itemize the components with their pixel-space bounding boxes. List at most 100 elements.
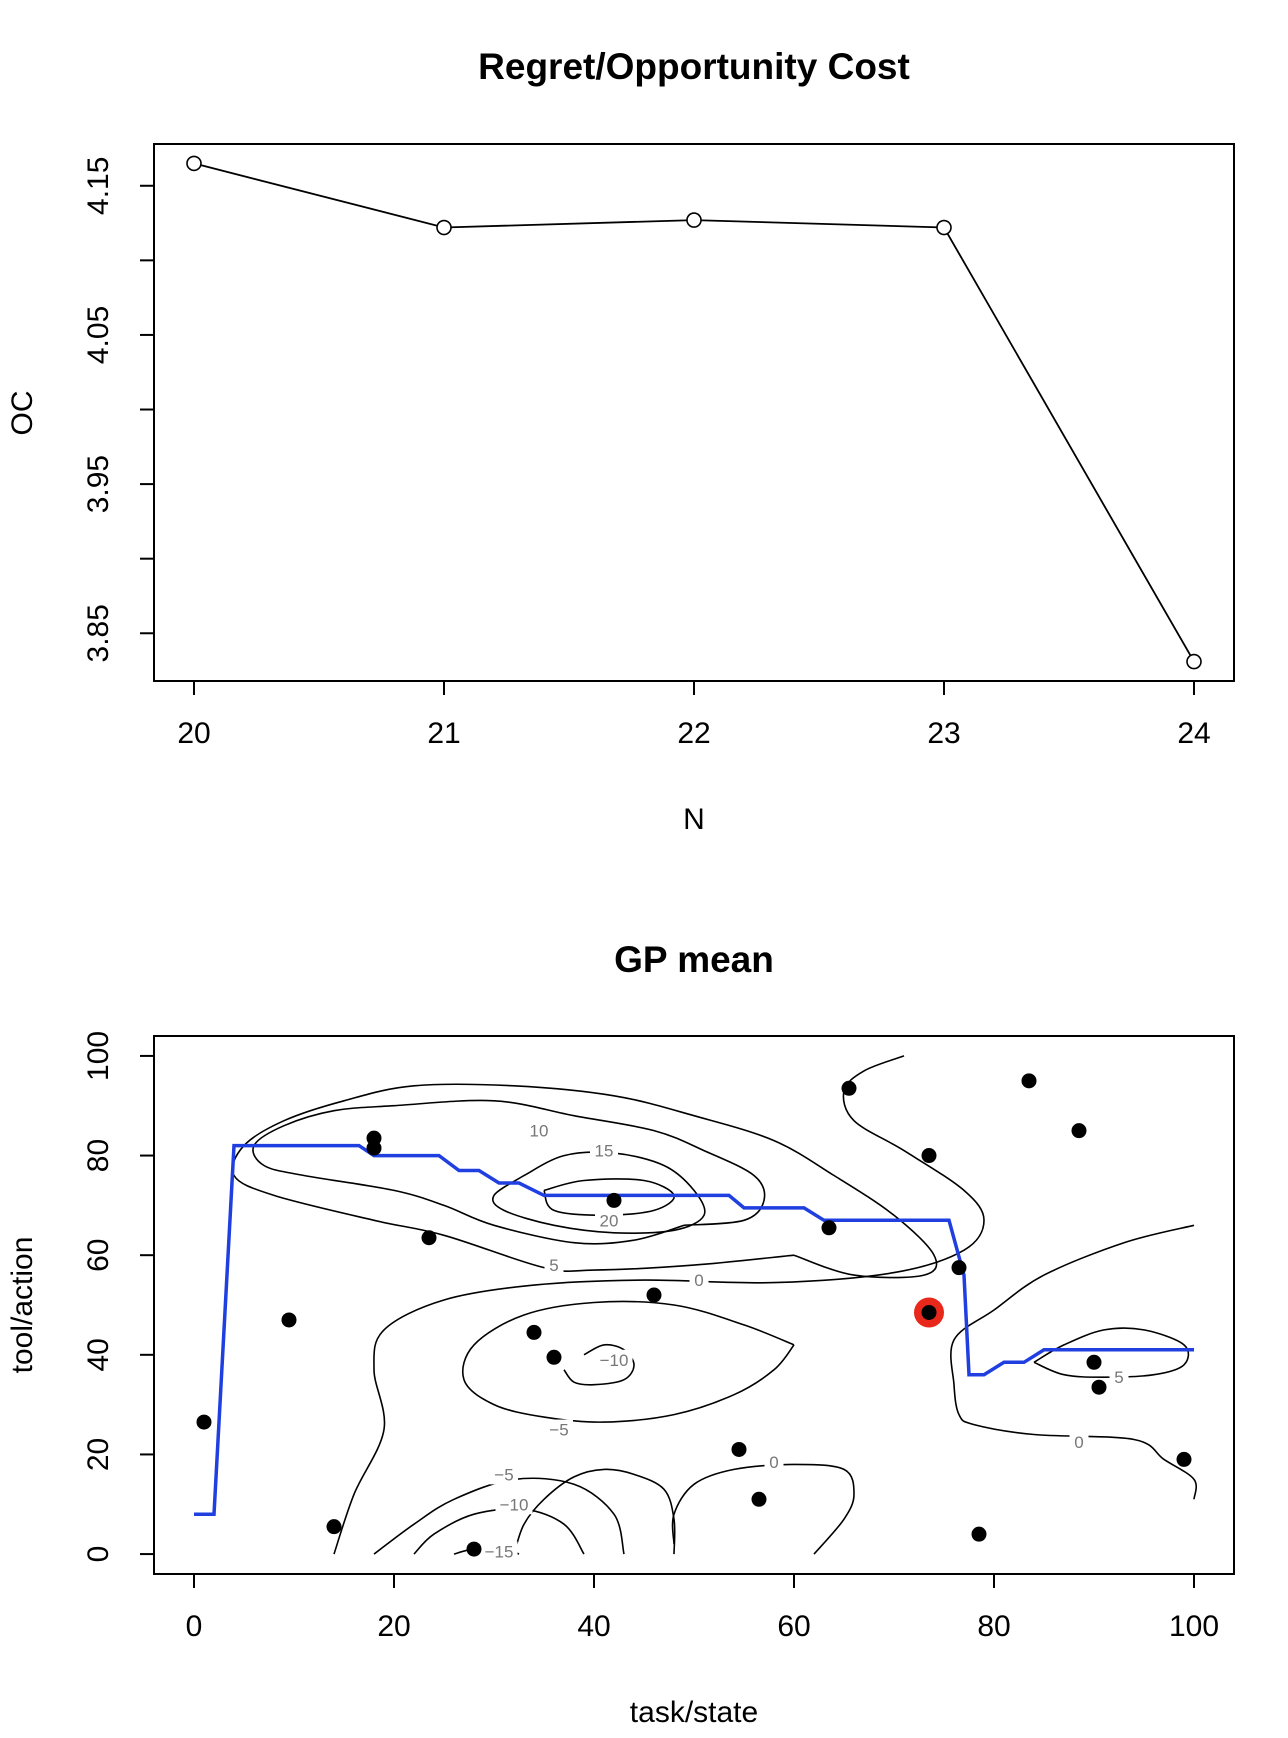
gp-x-tick-label: 0 bbox=[186, 1610, 203, 1643]
gp-plot-frame bbox=[153, 1035, 1235, 1575]
contour-label: 0 bbox=[694, 1271, 703, 1290]
gp-y-axis-label: tool/action bbox=[6, 1237, 39, 1374]
oc-point bbox=[186, 155, 202, 172]
gp-x-tick-label: 100 bbox=[1169, 1610, 1219, 1643]
observation-point bbox=[1176, 1451, 1192, 1467]
observation-point bbox=[841, 1080, 857, 1096]
contour-label-bg bbox=[480, 1541, 518, 1562]
contour-label-bg bbox=[490, 1464, 518, 1485]
observation-point bbox=[466, 1541, 482, 1557]
observation-point bbox=[281, 1312, 297, 1328]
oc-point bbox=[686, 212, 702, 228]
gp-x-axis-label: task/state bbox=[630, 1696, 758, 1729]
oc-y-axis: 3.85 3.95 4.05 4.15 bbox=[82, 157, 155, 662]
gp-x-tick-label: 60 bbox=[777, 1610, 810, 1643]
oc-x-tick-label: 24 bbox=[1177, 717, 1210, 750]
gp-contours bbox=[231, 1055, 1197, 1555]
observation-point bbox=[971, 1526, 987, 1542]
observation-point bbox=[821, 1220, 837, 1236]
oc-series-line bbox=[193, 162, 1195, 663]
observation-point bbox=[526, 1324, 542, 1340]
contour-line bbox=[333, 1055, 985, 1555]
gp-y-tick-label: 40 bbox=[82, 1338, 115, 1371]
contour-line bbox=[671, 1463, 855, 1555]
oc-point bbox=[436, 219, 452, 236]
contour-label: 5 bbox=[549, 1256, 558, 1275]
gp-policy-line bbox=[194, 1143, 1194, 1516]
observation-point bbox=[951, 1260, 967, 1276]
observation-point bbox=[731, 1441, 747, 1457]
gp-x-tick-label: 20 bbox=[377, 1610, 410, 1643]
oc-y-tick-label: 3.85 bbox=[82, 604, 115, 662]
observation-point bbox=[1086, 1354, 1102, 1370]
contour-label: 20 bbox=[600, 1211, 619, 1230]
oc-y-tick-label: 4.05 bbox=[82, 306, 115, 364]
oc-y-tick-label: 4.15 bbox=[82, 157, 115, 215]
oc-x-axis: 20 21 22 23 24 bbox=[177, 680, 1211, 750]
oc-chart: Regret/Opportunity Cost N OC 20 21 22 23 24 … bbox=[6, 46, 1235, 836]
gp-y-tick-label: 80 bbox=[82, 1139, 115, 1172]
contour-label-bg bbox=[595, 1210, 623, 1231]
gp-y-tick-label: 0 bbox=[82, 1546, 115, 1563]
oc-x-tick-label: 21 bbox=[427, 717, 460, 750]
oc-point bbox=[1186, 653, 1202, 670]
observation-point bbox=[751, 1491, 767, 1507]
gp-y-tick-label: 100 bbox=[82, 1031, 115, 1081]
contour-label-bg bbox=[590, 1140, 618, 1161]
gp-y-tick-label: 20 bbox=[82, 1438, 115, 1471]
oc-point bbox=[936, 219, 952, 236]
oc-y-axis-label: OC bbox=[6, 391, 39, 436]
oc-chart-title: Regret/Opportunity Cost bbox=[478, 46, 910, 87]
contour-label: 10 bbox=[530, 1122, 549, 1141]
contour-line bbox=[563, 1343, 635, 1386]
gp-x-tick-label: 80 bbox=[977, 1610, 1010, 1643]
observation-point bbox=[421, 1230, 437, 1246]
observation-point bbox=[606, 1192, 622, 1208]
contour-label: −5 bbox=[549, 1421, 568, 1440]
contour-label: 0 bbox=[1074, 1433, 1083, 1452]
oc-x-axis-label: N bbox=[683, 803, 705, 836]
highlighted-point bbox=[921, 1304, 937, 1320]
contour-label: 15 bbox=[595, 1142, 614, 1161]
gp-x-tick-label: 40 bbox=[577, 1610, 610, 1643]
contour-line bbox=[231, 1083, 938, 1279]
contour-label-bg bbox=[544, 1255, 564, 1276]
contour-label-bg bbox=[689, 1270, 709, 1291]
observation-point bbox=[546, 1349, 562, 1365]
contour-label-bg bbox=[525, 1120, 553, 1141]
gp-observations bbox=[196, 1073, 1192, 1557]
observation-point bbox=[921, 1148, 937, 1164]
observation-point bbox=[326, 1519, 342, 1535]
contour-line bbox=[1033, 1327, 1190, 1379]
contour-label: −10 bbox=[600, 1351, 629, 1370]
contour-label-bg bbox=[1069, 1431, 1089, 1452]
contour-label-bg bbox=[595, 1349, 633, 1370]
observation-point bbox=[196, 1414, 212, 1430]
oc-x-tick-label: 22 bbox=[677, 717, 710, 750]
contour-label-bg bbox=[1109, 1367, 1129, 1388]
contour-label: −10 bbox=[500, 1495, 529, 1514]
gp-chart: GP mean task/state tool/action 0 20 40 60 80… bbox=[6, 939, 1235, 1729]
oc-y-tick-label: 3.95 bbox=[82, 455, 115, 513]
contour-line bbox=[252, 1099, 766, 1245]
contour-label: 5 bbox=[1114, 1368, 1123, 1387]
contour-label: 0 bbox=[769, 1453, 778, 1472]
oc-points bbox=[186, 155, 1202, 670]
contour-line bbox=[950, 1224, 1197, 1500]
contour-label-bg bbox=[545, 1419, 573, 1440]
oc-x-tick-label: 20 bbox=[177, 717, 210, 750]
gp-chart-title: GP mean bbox=[614, 939, 774, 980]
contour-line bbox=[461, 1300, 795, 1423]
observation-point bbox=[646, 1287, 662, 1303]
contour-label-bg bbox=[495, 1494, 533, 1515]
contour-label: −5 bbox=[494, 1465, 513, 1484]
gp-y-tick-label: 60 bbox=[82, 1238, 115, 1271]
contour-line bbox=[543, 1178, 675, 1217]
observation-point bbox=[1091, 1379, 1107, 1395]
contour-label: −15 bbox=[485, 1543, 514, 1562]
oc-x-tick-label: 23 bbox=[927, 717, 960, 750]
observation-point bbox=[1021, 1073, 1037, 1089]
observation-point bbox=[366, 1140, 382, 1156]
